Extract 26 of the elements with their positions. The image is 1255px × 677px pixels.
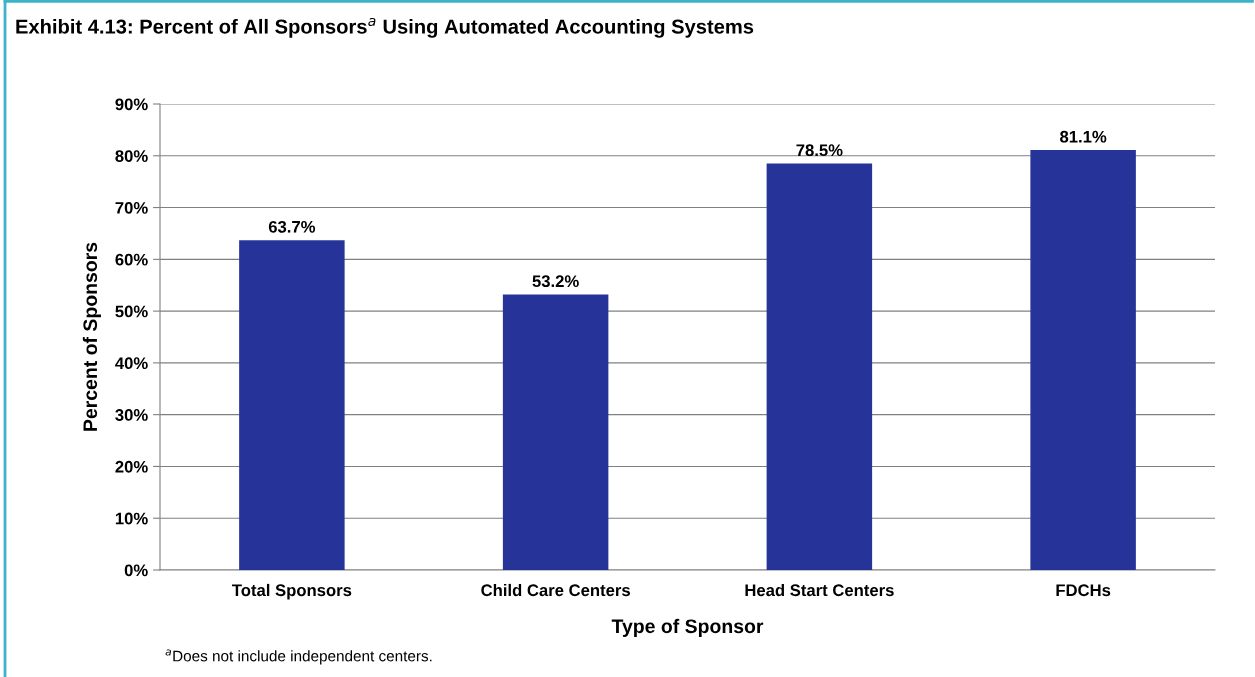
y-tick-label: 50% bbox=[115, 305, 148, 318]
x-tick-label: Head Start Centers bbox=[745, 583, 894, 597]
text: $^{a}$Does not include independent centers. bbox=[165, 649, 432, 665]
data-label: 81.1% bbox=[1060, 130, 1107, 143]
y-tick-label: 40% bbox=[115, 357, 148, 370]
x-tick-label: FDCHs bbox=[1056, 584, 1111, 597]
data-label: 63.7% bbox=[268, 220, 316, 233]
y-axis-title: Percent of Sponsors bbox=[82, 242, 101, 431]
data-label: 78.5% bbox=[796, 144, 843, 157]
y-tick-label: 70% bbox=[115, 201, 148, 214]
chart-title: Exhibit 4.13: Percent of All Sponsors$^{a}$ Using Automated Accounting Systems bbox=[16, 17, 754, 38]
y-tick-label: 90% bbox=[115, 98, 148, 111]
x-tick-label: Child Care Centers bbox=[481, 583, 630, 597]
y-tick-label: 20% bbox=[115, 460, 148, 473]
y-tick-label: 30% bbox=[115, 409, 148, 421]
y-tick-label: 60% bbox=[115, 253, 148, 266]
bar bbox=[239, 240, 345, 570]
data-label: 53.2% bbox=[532, 275, 579, 288]
bar bbox=[502, 294, 609, 570]
y-tick-label: 80% bbox=[115, 150, 148, 162]
y-tick-label: 10% bbox=[115, 512, 148, 525]
y-tick-label: 0% bbox=[124, 564, 148, 577]
x-axis-title: Type of Sponsor bbox=[611, 618, 764, 637]
bar bbox=[766, 163, 873, 570]
x-tick-label: Total Sponsors bbox=[232, 583, 352, 600]
bar bbox=[1030, 150, 1136, 570]
